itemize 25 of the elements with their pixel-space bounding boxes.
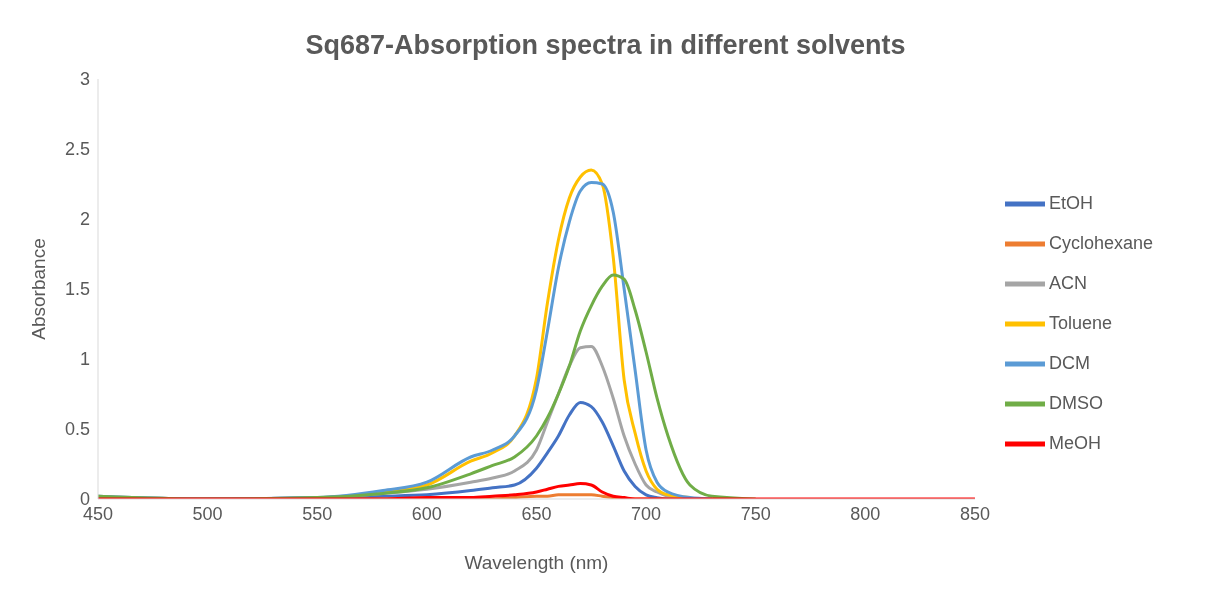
legend-label: Cyclohexane <box>1048 232 1153 253</box>
legend-label: Toluene <box>1048 312 1112 333</box>
x-tick-label: 800 <box>850 503 881 524</box>
x-tick-label: 600 <box>411 503 442 524</box>
legend-label: MeOH <box>1048 432 1101 453</box>
y-tick-label: 0.5 <box>64 419 90 440</box>
chart-title: Sq687-Absorption spectra in different solvents <box>304 30 907 61</box>
x-tick-label: 750 <box>740 503 771 524</box>
legend-label: ACN <box>1048 272 1087 293</box>
line-series <box>98 273 758 499</box>
x-tick-label: 700 <box>631 503 662 524</box>
y-tick-label: 2 <box>79 209 90 230</box>
x-tick-label: 850 <box>959 503 990 524</box>
legend-label: DCM <box>1048 352 1090 373</box>
x-tick-label: 500 <box>192 503 223 524</box>
legend-label: DMSO <box>1048 392 1103 413</box>
y-tick-label: 1.5 <box>64 279 90 300</box>
x-tick-label: 550 <box>302 503 333 524</box>
x-axis-title: Wavelength (nm) <box>464 552 609 573</box>
y-tick-label: 1 <box>79 349 90 370</box>
y-axis-title: Absorbance <box>27 238 49 340</box>
legend-label: EtOH <box>1048 192 1093 213</box>
x-tick-label: 650 <box>521 503 552 524</box>
y-tick-label: 2.5 <box>64 139 90 160</box>
y-tick-label: 3 <box>79 69 90 90</box>
